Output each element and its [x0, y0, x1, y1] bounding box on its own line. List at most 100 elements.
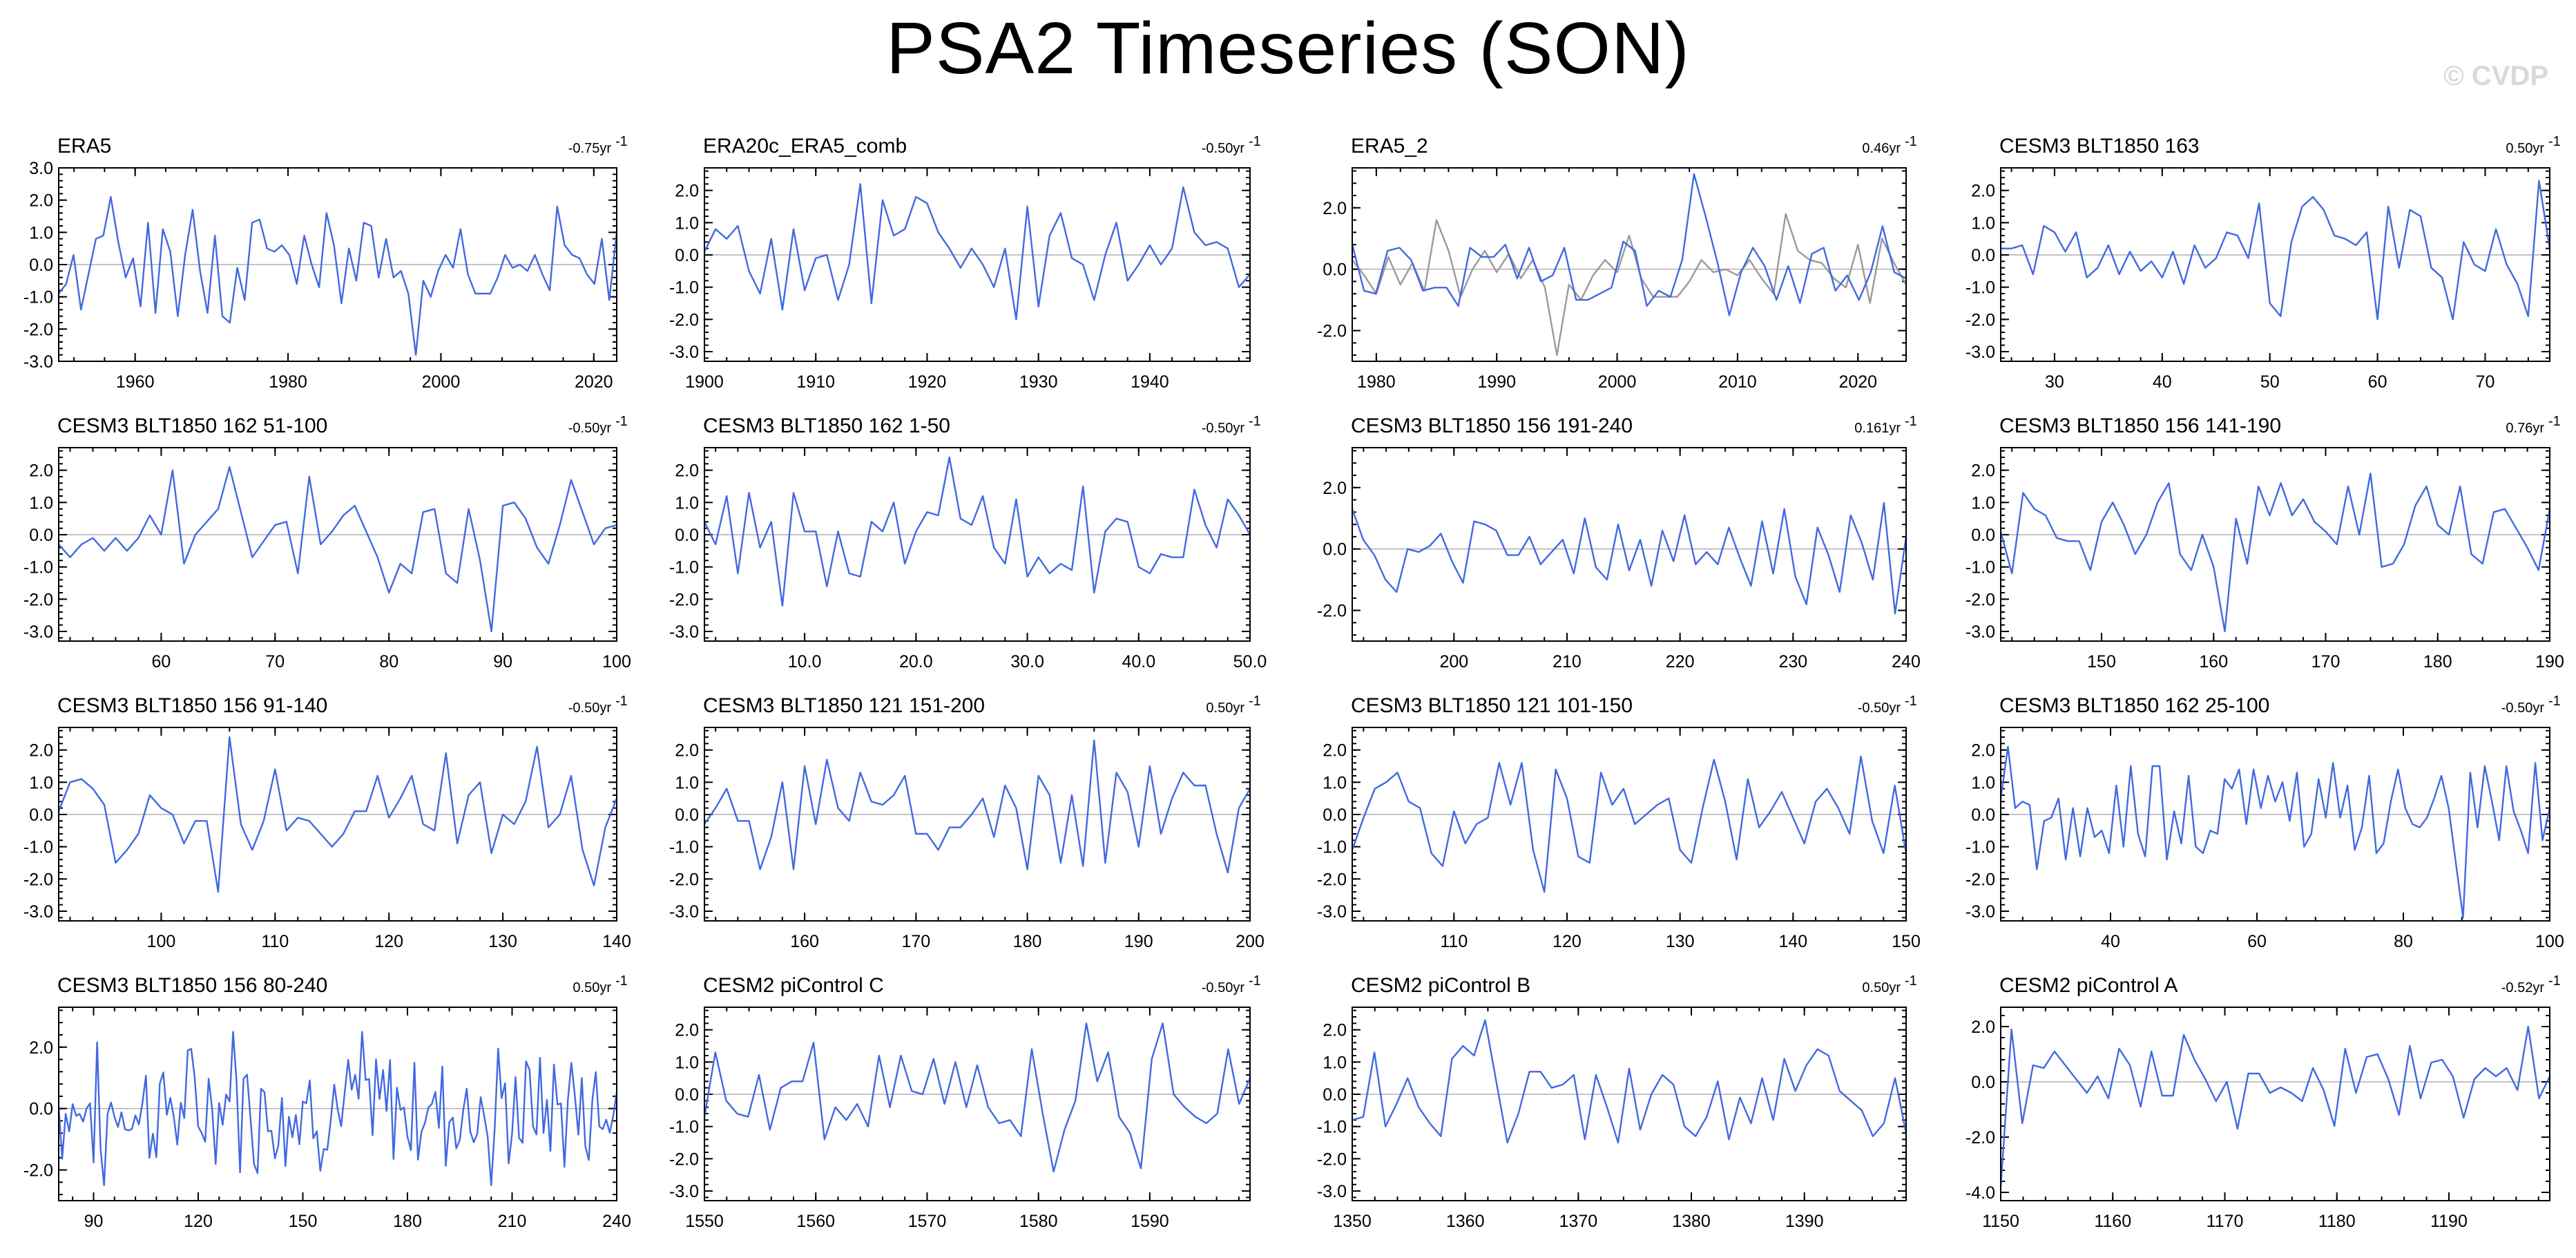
- y-tick-label: -3.0: [1965, 622, 1995, 642]
- panel-10: CESM3 BLT1850 121 151-200 0.50yr -1 2.0 1.0 0…: [669, 694, 1265, 951]
- x-tick-label: 110: [1440, 932, 1468, 951]
- x-tick-label: 140: [602, 932, 631, 951]
- plot-frame: [1352, 727, 1907, 922]
- x-tick-label: 70: [265, 652, 285, 671]
- panel-title: CESM3 BLT1850 163: [1999, 135, 2200, 158]
- x-tick-label: 210: [1553, 652, 1582, 671]
- x-tick-label: 2010: [1718, 372, 1757, 392]
- y-tick-label: -2.0: [1965, 870, 1995, 889]
- x-tick-label: 1580: [1019, 1212, 1058, 1231]
- y-tick-label: -2.0: [1965, 310, 1995, 330]
- trend-label: -0.50yr: [1858, 701, 1901, 716]
- y-tick-label: -3.0: [1317, 902, 1347, 922]
- plot-frame: [1352, 447, 1907, 642]
- series-line: [703, 183, 1251, 321]
- y-tick-label: -2.0: [1317, 870, 1347, 889]
- y-tick-label: 1.0: [675, 213, 699, 233]
- panel-11: CESM3 BLT1850 121 101-150 -0.50yr -1 2.0 1.0…: [1317, 694, 1921, 951]
- trend-label: 0.50yr: [2506, 141, 2544, 156]
- y-tick-label: 2.0: [29, 1038, 53, 1058]
- trend-label: -0.75yr: [568, 141, 612, 156]
- x-tick-label: 130: [1666, 932, 1695, 951]
- y-tick-label: -2.0: [669, 870, 699, 889]
- plot-frame: [58, 447, 617, 642]
- trend-label: 0.50yr: [573, 980, 611, 995]
- x-tick-label: 1190: [2430, 1212, 2468, 1231]
- series-line: [58, 196, 618, 356]
- y-tick-label: 0.0: [1971, 1073, 1995, 1092]
- panel-2: ERA20c_ERA5_comb -0.50yr -1 2.0 1.0 0.0 -1.0 -2…: [669, 134, 1261, 392]
- x-tick-label: 140: [1778, 932, 1807, 951]
- y-tick-label: 0.0: [1971, 526, 1995, 545]
- x-tick-label: 80: [379, 652, 398, 671]
- x-tick-label: 100: [2535, 932, 2564, 951]
- y-tick-label: -3.0: [23, 622, 53, 642]
- plot-frame: [58, 1007, 617, 1201]
- y-tick-label: 1.0: [29, 773, 53, 792]
- y-tick-label: -3.0: [23, 902, 53, 922]
- series-line: [58, 466, 617, 633]
- page-title: PSA2 Timeseries (SON): [886, 8, 1690, 89]
- y-tick-label: 3.0: [29, 159, 53, 178]
- y-tick-label: -1.0: [1965, 838, 1995, 857]
- x-tick-label: 1570: [908, 1212, 947, 1231]
- x-tick-label: 170: [901, 932, 930, 951]
- plot-frame: [2000, 1007, 2550, 1201]
- y-tick-label: 1.0: [675, 1053, 699, 1072]
- x-tick-label: 90: [84, 1212, 104, 1231]
- y-tick-label: 0.0: [29, 1100, 53, 1119]
- x-tick-label: 180: [393, 1212, 422, 1231]
- panel-3: ERA5_2 0.46yr -1 2.0 0.0 -2.0 1980 1990 2000 2010…: [1317, 134, 1917, 392]
- panel-15: CESM2 piControl B 0.50yr -1 2.0 1.0 0.0 -1.0 -2…: [1317, 973, 1917, 1231]
- y-tick-label: 2.0: [675, 1021, 699, 1040]
- trend-label: 0.50yr: [1206, 701, 1244, 716]
- x-tick-label: 100: [147, 932, 176, 951]
- x-tick-label: 60: [152, 652, 171, 671]
- y-tick-label: -1.0: [23, 838, 53, 857]
- y-tick-label: -3.0: [669, 1182, 699, 1201]
- x-tick-label: 1170: [2207, 1212, 2244, 1231]
- x-tick-label: 1990: [1477, 372, 1516, 392]
- y-tick-label: 1.0: [29, 223, 53, 242]
- plot-frame: [2000, 167, 2550, 362]
- x-tick-label: 180: [1013, 932, 1042, 951]
- x-tick-label: 1180: [2318, 1212, 2356, 1231]
- panel-title: CESM2 piControl B: [1351, 974, 1530, 997]
- x-tick-label: 50.0: [1233, 652, 1267, 671]
- panel-title: CESM3 BLT1850 121 101-150: [1351, 694, 1633, 717]
- panel-title: ERA5: [57, 135, 111, 158]
- series-line: [1351, 173, 1907, 316]
- x-tick-label: 10.0: [788, 652, 822, 671]
- trend-exponent: -1: [615, 694, 628, 709]
- y-tick-label: 2.0: [675, 182, 699, 201]
- trend-exponent: -1: [1905, 414, 1917, 429]
- trend-label: -0.50yr: [1202, 980, 1245, 995]
- x-tick-label: 80: [2394, 932, 2413, 951]
- y-tick-label: 1.0: [1971, 213, 1995, 233]
- y-tick-label: -2.0: [1965, 1128, 1995, 1147]
- y-tick-label: -2.0: [23, 870, 53, 889]
- y-tick-label: 2.0: [1323, 1021, 1347, 1040]
- panel-title: CESM3 BLT1850 156 80-240: [57, 974, 327, 997]
- trend-label: 0.76yr: [2506, 421, 2544, 436]
- series-line: [703, 1022, 1251, 1173]
- panel-title: CESM3 BLT1850 162 25-100: [1999, 694, 2269, 717]
- y-tick-label: 2.0: [675, 741, 699, 761]
- x-tick-label: 1380: [1672, 1212, 1711, 1231]
- x-tick-label: 2020: [1838, 372, 1877, 392]
- x-tick-label: 120: [374, 932, 403, 951]
- series-line: [1351, 502, 1907, 615]
- x-tick-label: 100: [602, 652, 631, 671]
- x-tick-label: 40: [2153, 372, 2172, 392]
- series-line: [704, 739, 1251, 874]
- panel-14: CESM2 piControl C -0.50yr -1 2.0 1.0 0.0 -1.0 -…: [669, 973, 1261, 1231]
- y-tick-label: -1.0: [669, 278, 699, 298]
- x-tick-label: 120: [1553, 932, 1582, 951]
- x-tick-label: 150: [289, 1212, 318, 1231]
- y-tick-label: 0.0: [1971, 246, 1995, 265]
- series-line: [57, 736, 618, 893]
- y-tick-label: -2.0: [23, 320, 53, 339]
- x-tick-label: 50: [2260, 372, 2280, 392]
- x-tick-label: 200: [1236, 932, 1265, 951]
- panel-title: ERA20c_ERA5_comb: [703, 135, 907, 158]
